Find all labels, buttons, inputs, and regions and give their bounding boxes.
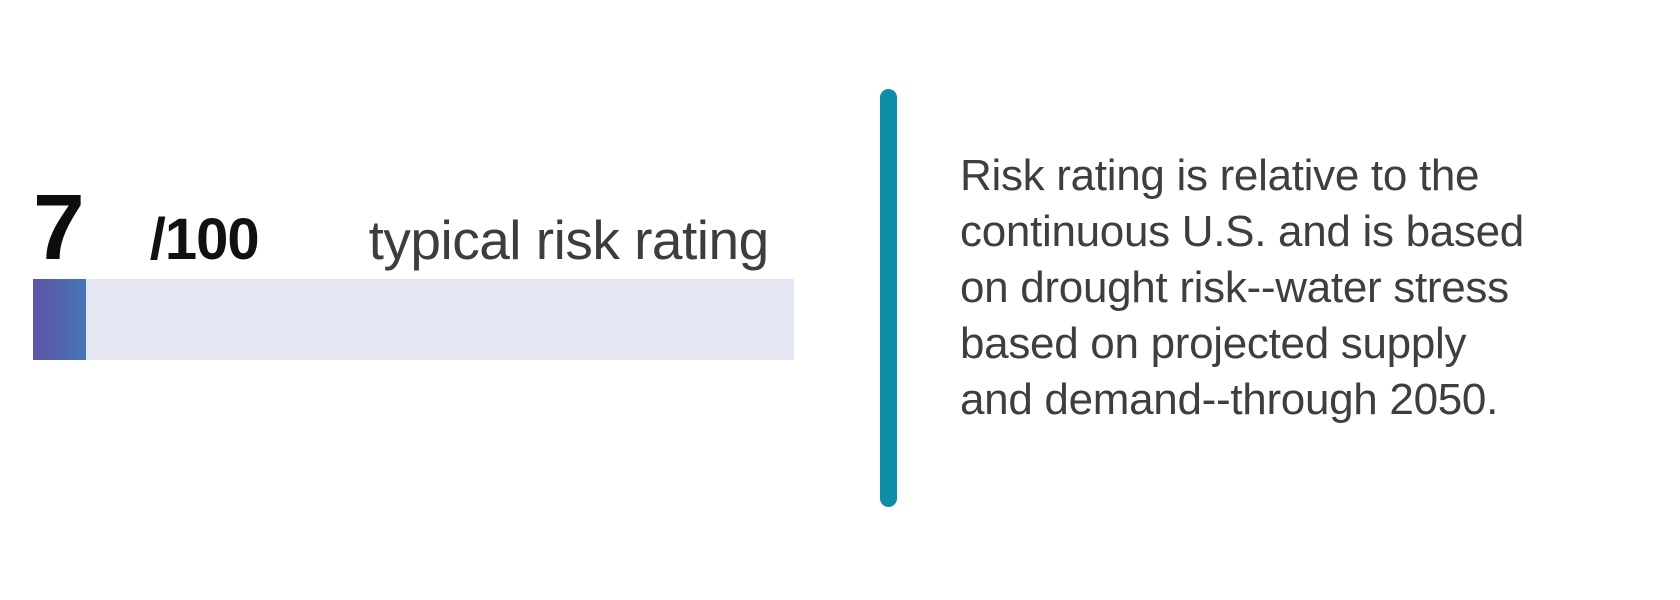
risk-description-line: on drought risk--water stress bbox=[960, 263, 1509, 312]
vertical-divider bbox=[880, 89, 897, 507]
risk-description-line: based on projected supply bbox=[960, 319, 1467, 368]
risk-score-value: 7 bbox=[33, 175, 85, 279]
risk-score-label: typical risk rating bbox=[368, 209, 770, 271]
risk-description-line: Risk rating is relative to the bbox=[960, 151, 1480, 200]
risk-progress-bar-fill bbox=[33, 279, 87, 360]
risk-description-line: continuous U.S. and is based bbox=[960, 207, 1524, 256]
risk-description: Risk rating is relative to the continuou… bbox=[960, 148, 1524, 428]
risk-description-line: and demand--through 2050. bbox=[960, 375, 1499, 424]
risk-score-denominator: /100 bbox=[149, 207, 260, 272]
risk-progress-bar-track bbox=[33, 279, 794, 360]
risk-score-row: 7 /100 typical risk rating bbox=[33, 181, 769, 274]
